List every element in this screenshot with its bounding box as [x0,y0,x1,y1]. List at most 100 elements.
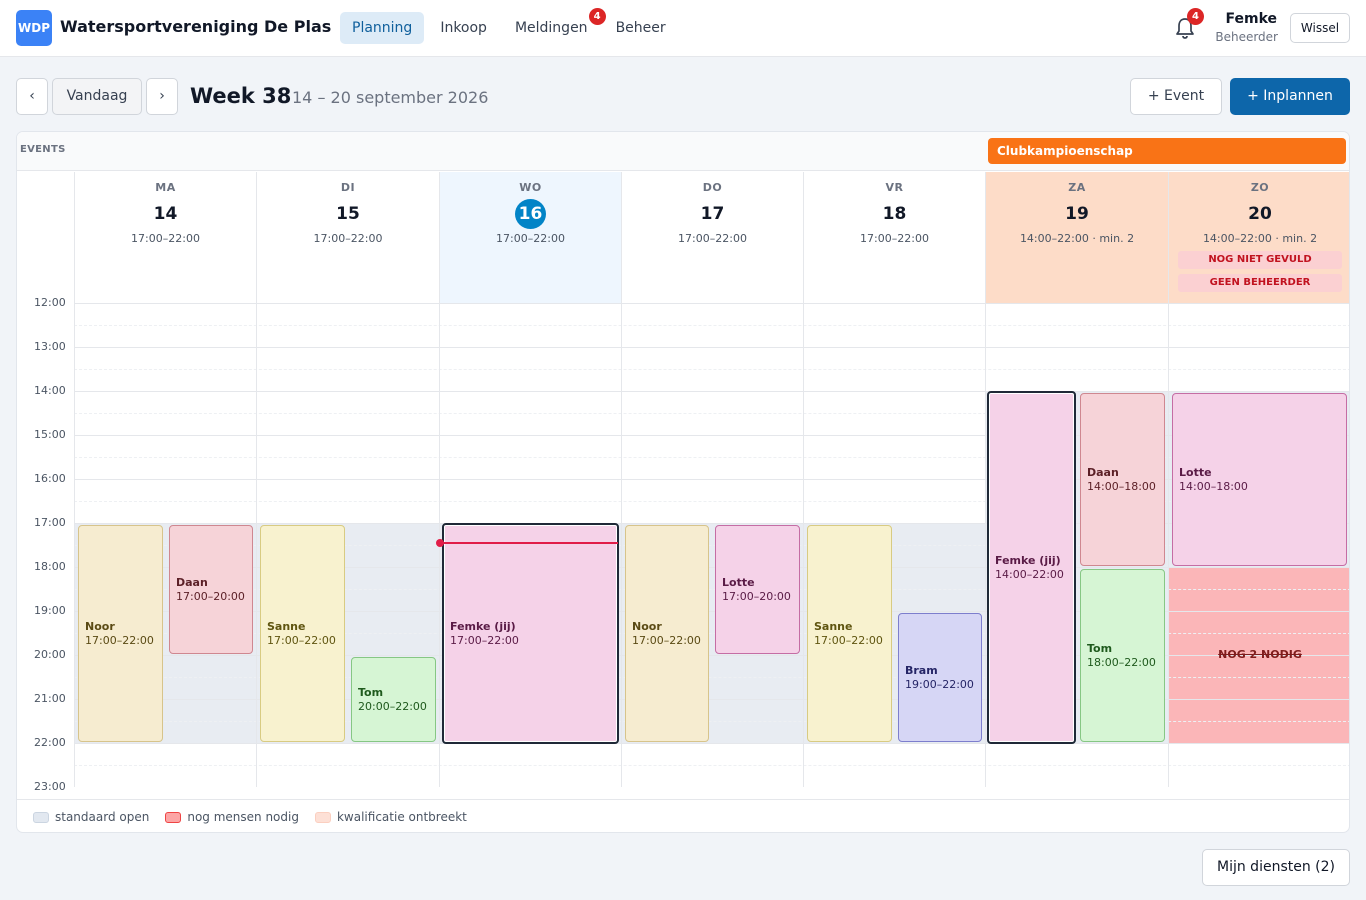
shift-name: Tom [358,685,384,699]
shift-time: 19:00–22:00 [905,677,974,691]
my-shifts-button[interactable]: Mijn diensten (2) [1202,849,1350,886]
day-hours: 17:00–22:00 [860,232,929,245]
nav-label: Meldingen [514,20,588,36]
hour-line [74,611,1349,612]
shift-name: Sanne [814,619,853,633]
switch-user-button[interactable]: Wissel [1290,13,1350,43]
shift-name: Daan [1087,465,1119,479]
shift-card[interactable]: Sanne 17:00–22:00 [260,525,345,742]
add-event-button[interactable]: + Event [1130,78,1222,115]
day-header-za[interactable]: ZA 19 14:00–22:00 · min. 2 [985,172,1168,303]
main-nav: Planning Inkoop Meldingen 4 Beheer [340,8,682,44]
legend-swatch [314,811,331,823]
day-header-wo[interactable]: WO 16 17:00–22:00 [439,172,621,303]
shift-time: 17:00–22:00 [632,633,701,647]
hour-line [74,303,1349,304]
day-divider [985,303,986,787]
events-row: EVENTS Clubkampioenschap [17,132,1349,171]
hour-line [74,347,1349,348]
shift-time: 14:00–18:00 [1179,479,1248,493]
day-hours: 14:00–22:00 · min. 2 [1019,232,1135,245]
shift-card[interactable]: Bram 19:00–22:00 [898,613,982,742]
shift-time: 14:00–18:00 [1087,479,1156,493]
nav-beheer[interactable]: Beheer [604,12,678,44]
shift-time: 20:00–22:00 [358,699,427,713]
needed-label: NOG 2 NODIG [1218,648,1302,661]
day-number: 15 [336,204,360,224]
legend-swatch [165,811,182,823]
day-hours: 17:00–22:00 [131,232,200,245]
hour-line [74,743,1349,744]
day-divider [1168,303,1169,787]
events-label: EVENTS [20,144,66,155]
nav-meldingen[interactable]: Meldingen 4 [503,8,606,44]
shift-card[interactable]: Noor 17:00–22:00 [78,525,163,742]
shift-card-own[interactable]: Femke (jij) 17:00–22:00 [442,523,619,744]
day-header-vr[interactable]: VR 18 17:00–22:00 [803,172,985,303]
shift-card[interactable]: Lotte 17:00–20:00 [715,525,800,654]
hour-line [74,435,1349,436]
schedule-button[interactable]: + Inplannen [1230,78,1350,115]
nav-planning[interactable]: Planning [340,12,425,44]
day-hours: 17:00–22:00 [496,232,565,245]
shift-card[interactable]: Noor 17:00–22:00 [625,525,709,742]
half-hour-line [74,545,1349,546]
shift-card[interactable]: Lotte 14:00–18:00 [1172,393,1347,566]
today-button[interactable]: Vandaag [52,78,142,115]
day-number: 17 [700,204,725,224]
time-label: 12:00 [34,296,66,309]
week-range: 14 – 20 september 2026 [292,88,489,107]
time-label: 21:00 [34,692,66,705]
legend-swatch [33,811,49,823]
time-label: 23:00 [34,780,66,793]
day-header-zo[interactable]: ZO 20 14:00–22:00 · min. 2 NOG NIET GEVU… [1168,172,1349,303]
shift-name: Lotte [1179,465,1212,479]
shift-time: 14:00–22:00 [995,567,1064,581]
shift-card-own[interactable]: Femke (jij) 14:00–22:00 [987,391,1076,744]
shift-time: 17:00–22:00 [85,633,154,647]
half-hour-line [74,765,1349,766]
hour-line [74,655,1349,656]
shift-card[interactable]: Tom 20:00–22:00 [351,657,436,742]
half-hour-line [74,369,1349,370]
day-divider [803,303,804,787]
legend-label: kwalificatie ontbreekt [336,810,467,824]
shift-name: Daan [176,575,208,589]
time-label: 13:00 [34,340,66,353]
time-label: 17:00 [34,516,66,529]
top-bar: WDP Watersportvereniging De Plas Plannin… [0,0,1366,57]
legend-item: nog mensen nodig [165,810,299,824]
hour-line [74,523,1349,524]
half-hour-line [74,413,1349,414]
shift-card[interactable]: Daan 14:00–18:00 [1080,393,1165,566]
day-hours: 17:00–22:00 [678,232,747,245]
half-hour-line [74,457,1349,458]
time-label: 16:00 [34,472,66,485]
bell-badge: 4 [1187,8,1204,25]
event-clubkampioenschap[interactable]: Clubkampioenschap [988,138,1346,164]
day-name: DI [340,181,356,194]
shift-name: Lotte [722,575,755,589]
day-header-di[interactable]: DI 15 17:00–22:00 [256,172,439,303]
app-logo[interactable]: WDP [16,10,52,46]
shift-card[interactable]: Sanne 17:00–22:00 [807,525,892,742]
day-number: 14 [153,204,178,224]
day-header-do[interactable]: DO 17 17:00–22:00 [621,172,803,303]
day-number: 18 [882,204,907,224]
day-header-ma[interactable]: MA 14 17:00–22:00 [74,172,256,303]
time-grid: 12:00 13:00 14:00 15:00 16:00 17:00 18:0… [17,296,1349,793]
user-role: Beheerder [1215,30,1278,44]
warning-badge-not-filled: NOG NIET GEVULD [1178,251,1342,269]
prev-week-button[interactable]: ‹ [16,78,48,115]
shift-card[interactable]: Daan 17:00–20:00 [169,525,253,654]
next-week-button[interactable]: › [146,78,178,115]
shift-name: Noor [85,619,115,633]
app-title: Watersportvereniging De Plas [60,17,332,36]
nav-inkoop[interactable]: Inkoop [428,12,499,44]
half-hour-line [74,501,1349,502]
shift-card[interactable]: Tom 18:00–22:00 [1080,569,1165,742]
day-name: DO [702,181,723,194]
shift-name: Bram [905,663,938,677]
hour-line [74,567,1349,568]
legend-label: nog mensen nodig [187,810,299,824]
